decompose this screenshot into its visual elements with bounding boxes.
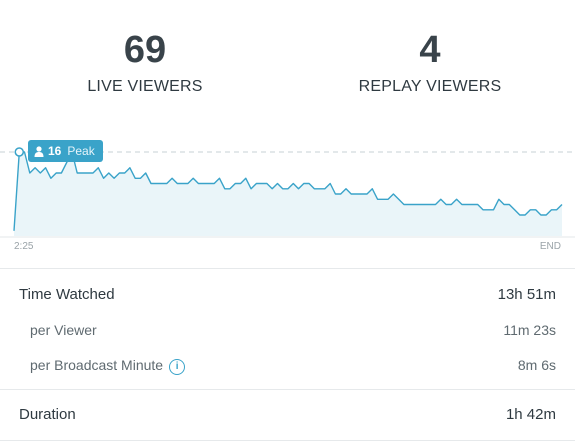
per-viewer-row: per Viewer 11m 23s xyxy=(0,316,575,346)
x-tick-end: END xyxy=(539,241,561,252)
per-broadcast-minute-label: per Broadcast Minute xyxy=(30,357,164,373)
divider xyxy=(0,268,575,269)
replay-viewers-stat: 4 REPLAY VIEWERS xyxy=(310,28,550,96)
live-viewers-stat: 69 LIVE VIEWERS xyxy=(25,28,265,96)
user-icon xyxy=(34,145,44,157)
duration-value: 1h 42m xyxy=(505,406,556,423)
viewers-line xyxy=(13,151,563,231)
per-broadcast-minute-label-wrap: per Broadcast Minute i xyxy=(30,357,186,375)
live-viewers-label: LIVE VIEWERS xyxy=(87,78,203,95)
peak-label: Peak xyxy=(67,144,95,158)
per-broadcast-minute-row: per Broadcast Minute i 8m 6s xyxy=(0,351,575,381)
peak-marker xyxy=(14,147,25,157)
per-viewer-value: 11m 23s xyxy=(503,322,556,338)
live-viewers-count: 69 xyxy=(123,29,167,71)
per-viewer-label: per Viewer xyxy=(30,322,97,338)
duration-row: Duration 1h 42m xyxy=(0,400,575,430)
x-tick-start: 2:25 xyxy=(14,241,34,252)
replay-viewers-count: 4 xyxy=(419,29,441,71)
viewers-chart-plot xyxy=(0,147,575,238)
time-watched-row: Time Watched 13h 51m xyxy=(0,280,575,310)
time-watched-label: Time Watched xyxy=(19,286,115,303)
divider xyxy=(0,440,575,441)
divider xyxy=(0,389,575,390)
duration-label: Duration xyxy=(19,406,76,423)
replay-viewers-label: REPLAY VIEWERS xyxy=(358,78,502,95)
info-icon[interactable]: i xyxy=(169,359,186,375)
viewers-area xyxy=(14,152,562,236)
peak-badge: 16 Peak xyxy=(28,140,103,162)
viewers-chart[interactable] xyxy=(0,130,575,265)
time-watched-value: 13h 51m xyxy=(497,286,556,303)
peak-value: 16 xyxy=(48,144,62,158)
per-broadcast-minute-value: 8m 6s xyxy=(517,357,556,373)
